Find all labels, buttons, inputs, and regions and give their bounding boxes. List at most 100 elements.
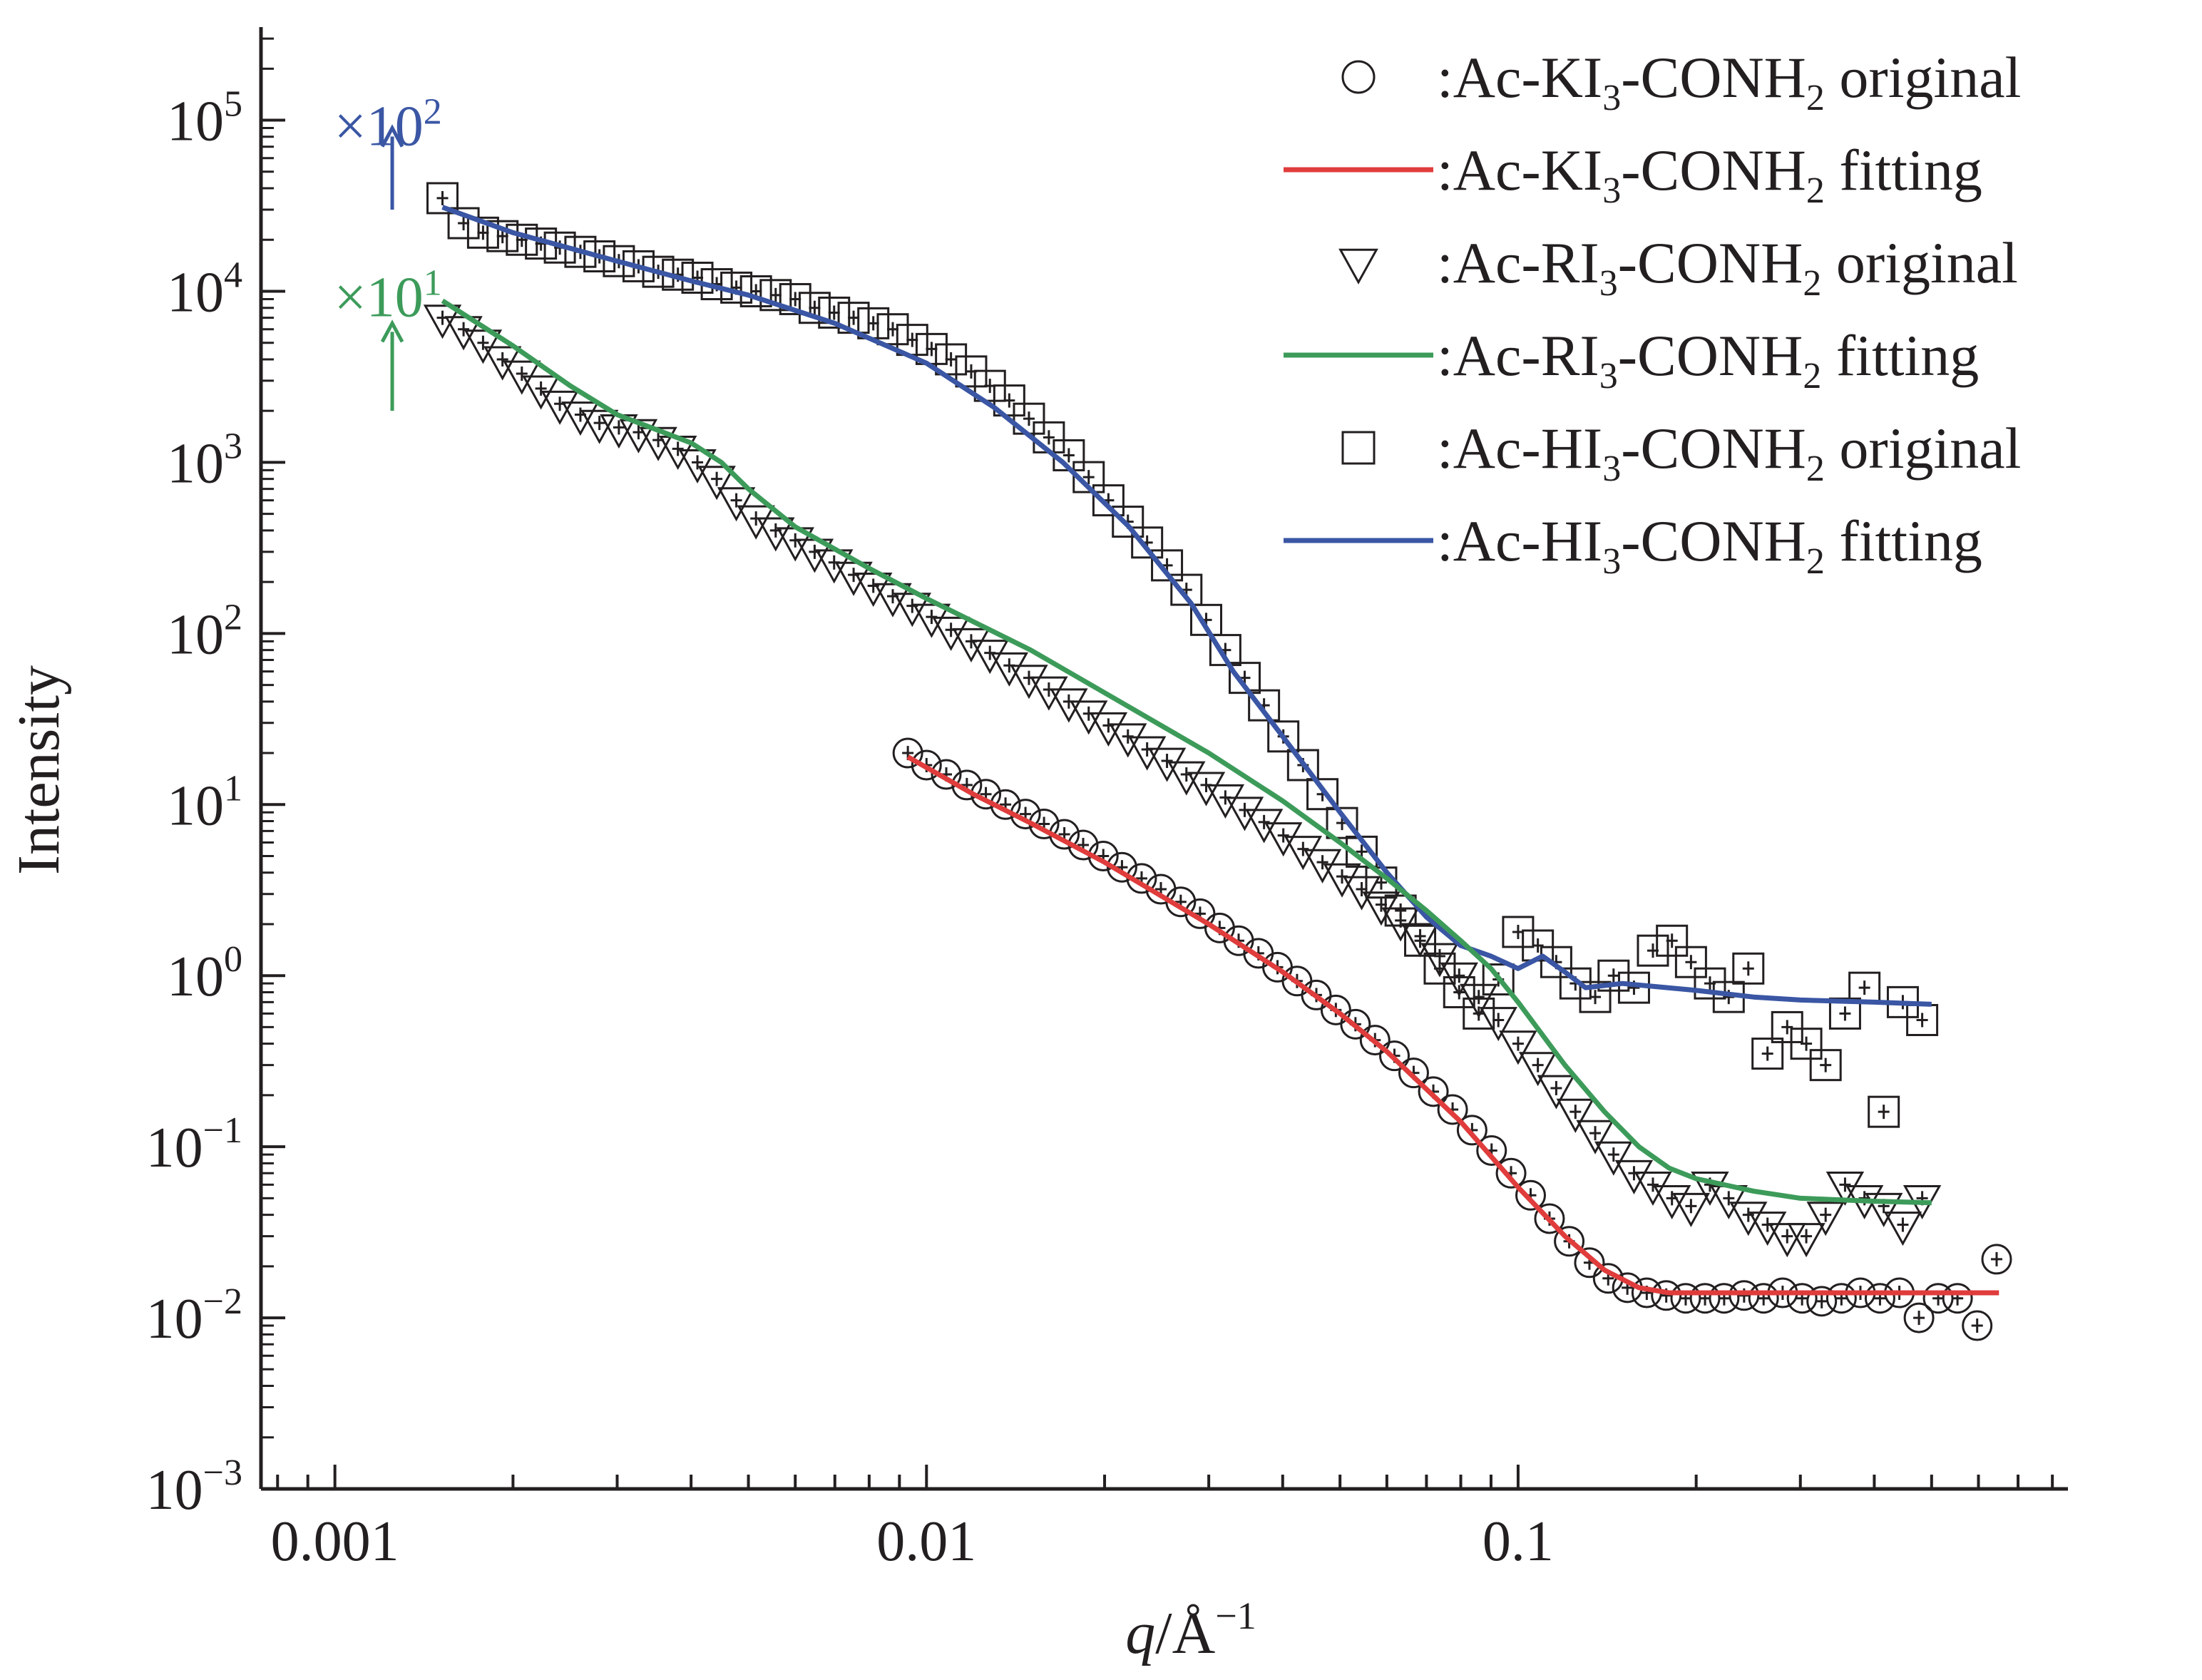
data-point bbox=[642, 255, 675, 288]
data-point bbox=[1306, 778, 1339, 811]
data-point bbox=[854, 573, 893, 608]
legend-label: :Ac-HI3-CONH2 original bbox=[1437, 416, 2021, 489]
data-point bbox=[1809, 1049, 1842, 1082]
data-point bbox=[1729, 1202, 1768, 1236]
data-point bbox=[1167, 761, 1206, 796]
data-point bbox=[1518, 1052, 1557, 1087]
data-point bbox=[1187, 772, 1226, 806]
legend-label: :Ac-HI3-CONH2 fitting bbox=[1437, 508, 1982, 582]
legend-entry: :Ac-RI3-CONH2 original bbox=[1338, 230, 2018, 304]
legend-label: :Ac-RI3-CONH2 original bbox=[1437, 230, 2018, 304]
data-point bbox=[1301, 979, 1332, 1010]
series-square-points bbox=[426, 182, 1939, 1128]
data-point bbox=[1651, 1280, 1682, 1311]
data-point bbox=[1228, 662, 1261, 695]
data-point bbox=[1089, 712, 1128, 747]
legend-square-swatch bbox=[1341, 431, 1376, 465]
scale-arrow-head bbox=[380, 319, 404, 343]
data-point bbox=[931, 759, 962, 790]
y-tick-label: 102 bbox=[167, 597, 242, 666]
data-point bbox=[1340, 1008, 1371, 1040]
y-tick-label: 10−1 bbox=[146, 1110, 242, 1179]
data-point bbox=[426, 182, 459, 215]
data-point bbox=[1379, 1040, 1410, 1072]
data-point bbox=[1151, 549, 1184, 582]
data-point bbox=[952, 628, 990, 662]
data-point bbox=[1864, 1192, 1903, 1227]
legend-triangle-swatch bbox=[1338, 248, 1378, 285]
scale-annotation: ×101 bbox=[334, 262, 442, 329]
data-point bbox=[876, 313, 909, 346]
data-point bbox=[1244, 809, 1284, 844]
data-point bbox=[1286, 749, 1319, 782]
data-point bbox=[1050, 688, 1088, 723]
data-point bbox=[1010, 665, 1048, 700]
data-point bbox=[1482, 963, 1515, 996]
x-tick-label: 0.001 bbox=[271, 1510, 399, 1573]
legend-label: :Ac-RI3-CONH2 fitting bbox=[1437, 323, 1979, 396]
data-point bbox=[622, 250, 655, 282]
data-point bbox=[1170, 573, 1203, 606]
data-point bbox=[1691, 1171, 1729, 1207]
data-point bbox=[1515, 1179, 1547, 1211]
legend-entry: :Ac-KI3-CONH2 original bbox=[1341, 45, 2021, 118]
legend-label: :Ac-KI3-CONH2 original bbox=[1437, 45, 2021, 118]
x-tick-label: 0.01 bbox=[876, 1510, 976, 1573]
data-point bbox=[1768, 1223, 1806, 1258]
data-point bbox=[1748, 1283, 1779, 1314]
data-point bbox=[583, 240, 616, 272]
data-point bbox=[1748, 1212, 1787, 1246]
data-point bbox=[1903, 1302, 1935, 1333]
data-point bbox=[1942, 1283, 1973, 1314]
data-point bbox=[1495, 1157, 1527, 1189]
data-point bbox=[892, 737, 923, 769]
data-point bbox=[779, 282, 811, 315]
data-point bbox=[1614, 1159, 1654, 1194]
data-point bbox=[818, 296, 851, 329]
data-point bbox=[1303, 849, 1342, 883]
data-point bbox=[1962, 1310, 1993, 1341]
legend-circle-swatch bbox=[1341, 60, 1376, 94]
y-tick-label: 103 bbox=[167, 426, 242, 495]
y-tick-label: 10−2 bbox=[146, 1281, 242, 1351]
data-point bbox=[1825, 1171, 1865, 1207]
data-point bbox=[717, 487, 756, 522]
data-point bbox=[1398, 1057, 1429, 1089]
data-point bbox=[1106, 851, 1137, 883]
data-point bbox=[1806, 1202, 1845, 1236]
data-point bbox=[1264, 822, 1303, 857]
data-point bbox=[798, 292, 831, 324]
data-point bbox=[1732, 952, 1765, 985]
series-triangle-points bbox=[423, 304, 1942, 1258]
data-point bbox=[911, 749, 942, 781]
data-point bbox=[1267, 720, 1300, 753]
data-point bbox=[1556, 1098, 1595, 1133]
data-point bbox=[1825, 1283, 1857, 1314]
data-point bbox=[483, 346, 522, 381]
fit-line-5 bbox=[906, 754, 1999, 1296]
data-point bbox=[1359, 1025, 1391, 1056]
x-tick-label: 0.1 bbox=[1482, 1510, 1554, 1573]
data-point bbox=[1786, 1283, 1818, 1314]
data-point bbox=[1400, 923, 1440, 958]
data-point bbox=[1574, 1247, 1605, 1279]
data-point bbox=[541, 390, 579, 425]
data-point bbox=[1537, 1075, 1576, 1110]
axis-layer: 0.001 0.01 0.1 10−3 10−2 10−1 100 101 102 103 104 1… bbox=[146, 27, 2068, 1573]
data-point bbox=[1326, 806, 1358, 839]
data-point bbox=[737, 505, 775, 540]
data-point bbox=[423, 304, 462, 339]
legend: :Ac-KI3-CONH2 original :Ac-KI3-CONH2 fitt… bbox=[1284, 45, 2021, 582]
data-point bbox=[1868, 1095, 1900, 1128]
data-point bbox=[874, 583, 912, 618]
data-point bbox=[1030, 676, 1068, 711]
data-point bbox=[1597, 959, 1630, 992]
data-point bbox=[1828, 997, 1861, 1030]
legend-entry: :Ac-RI3-CONH2 fitting bbox=[1284, 323, 1979, 396]
data-point bbox=[1092, 484, 1125, 517]
legend-label: :Ac-KI3-CONH2 fitting bbox=[1437, 138, 1982, 211]
x-axis-label-unit: /Å bbox=[1155, 1600, 1215, 1666]
data-point bbox=[1674, 946, 1707, 978]
annotation-layer: ×102 ×101 bbox=[334, 91, 442, 411]
data-point bbox=[1981, 1244, 2012, 1275]
